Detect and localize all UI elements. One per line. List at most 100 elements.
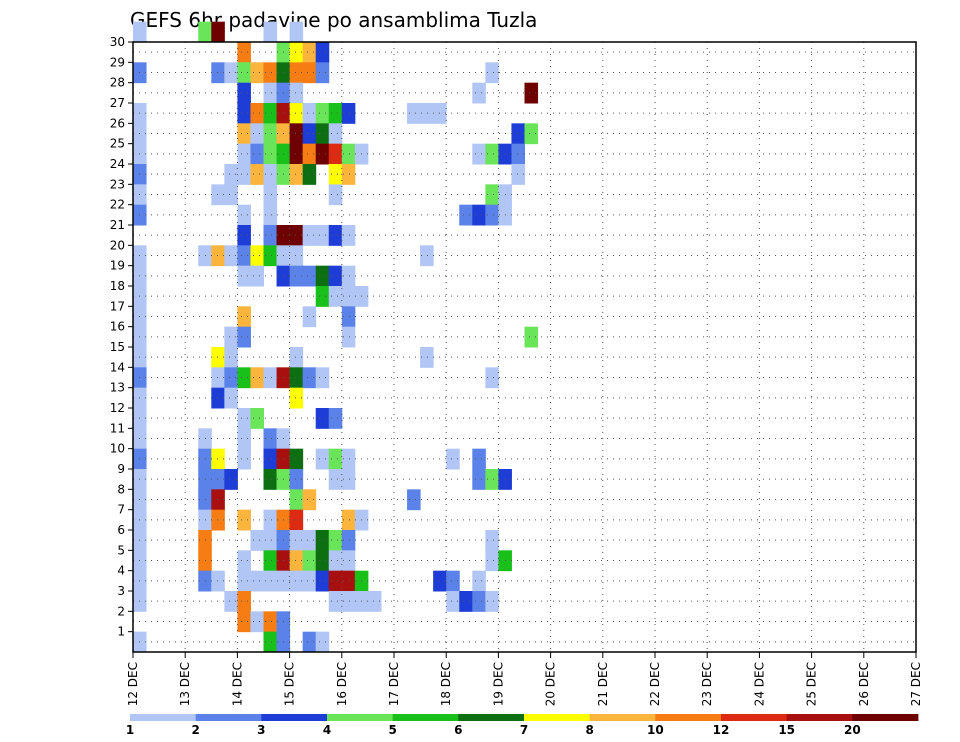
heatmap-cell — [315, 631, 330, 653]
heatmap-cell — [237, 306, 251, 328]
x-tick-label: 16 DEC — [335, 662, 349, 706]
heatmap-cell — [328, 408, 343, 429]
heatmap-cell — [315, 448, 330, 470]
heatmap-cell — [485, 62, 499, 84]
heatmap-cell — [302, 62, 317, 84]
heatmap-cell — [250, 245, 264, 267]
heatmap-cell — [341, 591, 356, 612]
colorbar-label: 2 — [191, 723, 199, 737]
heatmap-cell — [302, 143, 317, 165]
heatmap-cell — [289, 347, 304, 368]
heatmap-cell — [263, 448, 278, 470]
heatmap-cell — [263, 103, 278, 124]
heatmap-cell — [328, 286, 343, 307]
heatmap-cell — [328, 143, 343, 165]
heatmap-cell — [237, 204, 251, 226]
heatmap-cell — [341, 225, 356, 246]
y-tick-label: 27 — [110, 96, 125, 110]
heatmap-cell — [224, 591, 238, 612]
x-tick-label: 12 DEC — [126, 662, 140, 706]
heatmap-cell — [315, 225, 330, 246]
heatmap-cell — [367, 591, 382, 612]
heatmap-cell — [472, 448, 486, 470]
heatmap-cell — [511, 143, 525, 165]
heatmap-cell — [302, 570, 317, 592]
heatmap-cell — [446, 570, 460, 592]
heatmap-cell — [250, 570, 264, 592]
heatmap-cell — [302, 367, 317, 389]
heatmap-cell — [263, 164, 278, 185]
heatmap-cell — [250, 367, 264, 389]
y-tick-label: 25 — [110, 137, 125, 151]
y-tick-label: 21 — [110, 218, 125, 232]
heatmap-cell — [289, 103, 304, 124]
heatmap-cell — [315, 570, 330, 592]
heatmap-cell — [341, 103, 356, 124]
heatmap-cell — [289, 570, 304, 592]
heatmap-cell — [237, 550, 251, 572]
heatmap-cell — [472, 204, 486, 226]
x-tick-label: 13 DEC — [178, 662, 192, 706]
heatmap-cell — [263, 469, 278, 490]
heatmap-cell — [328, 448, 343, 470]
x-axis: 12 DEC 13 DEC 14 DEC 15 DEC 16 DEC 17 DEC 18 D… — [126, 652, 923, 706]
heatmap-cell — [211, 184, 225, 206]
heatmap-cell — [237, 164, 251, 185]
heatmap-cell — [302, 489, 317, 511]
heatmap-cell — [211, 448, 225, 470]
heatmap-cell — [289, 530, 304, 551]
colorbar-swatch — [786, 714, 853, 721]
y-tick-label: 10 — [110, 442, 125, 456]
heatmap-cell — [237, 103, 251, 124]
heatmap-cell — [341, 550, 356, 572]
heatmap-cell — [328, 184, 343, 206]
heatmap-cell — [341, 306, 356, 328]
heatmap-cell — [420, 103, 434, 124]
y-tick-label: 23 — [110, 177, 125, 191]
y-tick-label: 29 — [110, 55, 125, 69]
heatmap-cell — [302, 550, 317, 572]
heatmap-cell — [250, 408, 264, 429]
heatmap-cell — [302, 225, 317, 246]
heatmap-cell — [315, 42, 330, 63]
heatmap-cell — [459, 591, 473, 612]
x-tick-label: 26 DEC — [857, 662, 871, 706]
heatmap-cell — [237, 509, 251, 531]
heatmap-cell — [315, 550, 330, 572]
colorbar-swatch — [852, 714, 919, 721]
heatmap-cell — [289, 550, 304, 572]
heatmap-cell — [237, 367, 251, 389]
heatmap-cell — [302, 103, 317, 124]
colorbar-label: 20 — [844, 723, 861, 737]
y-tick-label: 22 — [110, 198, 125, 212]
heatmap-cell — [289, 62, 304, 84]
y-tick-label: 18 — [110, 279, 125, 293]
x-tick-label: 20 DEC — [544, 662, 558, 706]
heatmap-cell — [302, 265, 317, 287]
colorbar-label: 12 — [713, 723, 730, 737]
heatmap-cell — [224, 347, 238, 368]
heatmap-cell — [524, 123, 539, 145]
heatmap-cell — [263, 62, 278, 84]
heatmap-cell — [211, 21, 225, 43]
heatmap-cell — [224, 245, 238, 267]
x-tick-label: 15 DEC — [283, 662, 297, 706]
heatmap-cell — [328, 225, 343, 246]
heatmap-cell — [472, 82, 486, 104]
x-tick-label: 25 DEC — [805, 662, 819, 706]
y-tick-label: 4 — [117, 564, 125, 578]
colorbar-swatch — [195, 714, 262, 721]
heatmap-cell — [420, 245, 434, 267]
heatmap-cell — [289, 245, 304, 267]
heatmap-cell — [341, 265, 356, 287]
heatmap-cell — [211, 509, 225, 531]
y-tick-label: 12 — [110, 401, 125, 415]
heatmap-cell — [133, 21, 147, 43]
colorbar-label: 6 — [454, 723, 462, 737]
y-tick-label: 20 — [110, 238, 125, 252]
heatmap-cell — [315, 62, 330, 84]
heatmap-cell — [328, 164, 343, 185]
y-tick-label: 2 — [117, 604, 125, 618]
x-tick-label: 18 DEC — [439, 662, 453, 706]
heatmap-cell — [485, 204, 499, 226]
